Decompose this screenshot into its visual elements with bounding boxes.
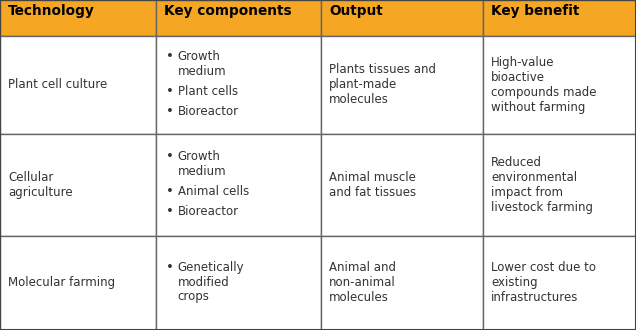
Text: Molecular farming: Molecular farming [8,277,115,289]
Text: •: • [166,205,174,218]
Text: Plant cells: Plant cells [178,85,238,98]
Text: Animal and
non-animal
molecules: Animal and non-animal molecules [329,261,396,305]
Text: medium: medium [178,165,226,178]
Bar [0,36,156,134]
Text: Bioreactor: Bioreactor [178,105,239,117]
Text: Animal cells: Animal cells [178,185,249,198]
Bar [321,36,483,134]
Bar [321,134,483,236]
Bar [483,134,636,236]
Text: Output: Output [329,4,383,18]
Bar [483,0,636,36]
Bar [156,134,321,236]
Bar [483,236,636,330]
Bar [483,36,636,134]
Text: Reduced
environmental
impact from
livestock farming: Reduced environmental impact from livest… [492,156,593,214]
Text: Genetically: Genetically [178,261,244,274]
Text: Cellular
agriculture: Cellular agriculture [8,171,73,199]
Bar [321,0,483,36]
Text: Key components: Key components [164,4,291,18]
Bar [156,0,321,36]
Text: Technology: Technology [8,4,95,18]
Bar [321,236,483,330]
Bar [0,236,156,330]
Text: Plant cell culture: Plant cell culture [8,78,107,91]
Bar [0,0,156,36]
Bar [0,134,156,236]
Text: Growth: Growth [178,150,221,163]
Text: medium: medium [178,65,226,78]
Text: Growth: Growth [178,50,221,63]
Text: Plants tissues and
plant-made
molecules: Plants tissues and plant-made molecules [329,63,436,106]
Text: •: • [166,261,174,274]
Text: crops: crops [178,290,210,303]
Text: Key benefit: Key benefit [492,4,580,18]
Text: •: • [166,50,174,63]
Bar [156,36,321,134]
Text: •: • [166,185,174,198]
Text: Lower cost due to
existing
infrastructures: Lower cost due to existing infrastructur… [492,261,597,305]
Text: modified: modified [178,276,230,289]
Text: •: • [166,85,174,98]
Text: Animal muscle
and fat tissues: Animal muscle and fat tissues [329,171,417,199]
Bar [156,236,321,330]
Text: High-value
bioactive
compounds made
without farming: High-value bioactive compounds made with… [492,56,597,114]
Text: •: • [166,105,174,117]
Text: Bioreactor: Bioreactor [178,205,239,218]
Text: •: • [166,150,174,163]
